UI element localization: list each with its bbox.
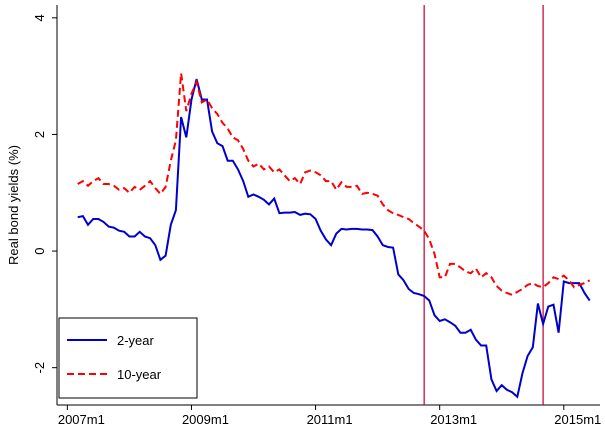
y-axis-label: Real bond yields (%) xyxy=(6,145,21,265)
legend-label: 10-year xyxy=(117,367,162,382)
series-line xyxy=(77,73,591,296)
series-line xyxy=(77,78,591,399)
x-tick-label: 2011m1 xyxy=(307,412,353,427)
y-tick-label: -2 xyxy=(32,362,47,374)
y-tick-label: 4 xyxy=(32,14,47,21)
y-tick-label: 0 xyxy=(32,247,47,254)
x-tick-label: 2013m1 xyxy=(430,412,477,427)
legend-label: 2-year xyxy=(117,333,155,348)
x-tick-label: 2007m1 xyxy=(58,412,105,427)
y-tick-label: 2 xyxy=(32,131,47,138)
legend-box xyxy=(58,317,198,399)
x-tick-label: 2009m1 xyxy=(182,412,229,427)
x-tick-label: 2015m1 xyxy=(554,412,601,427)
